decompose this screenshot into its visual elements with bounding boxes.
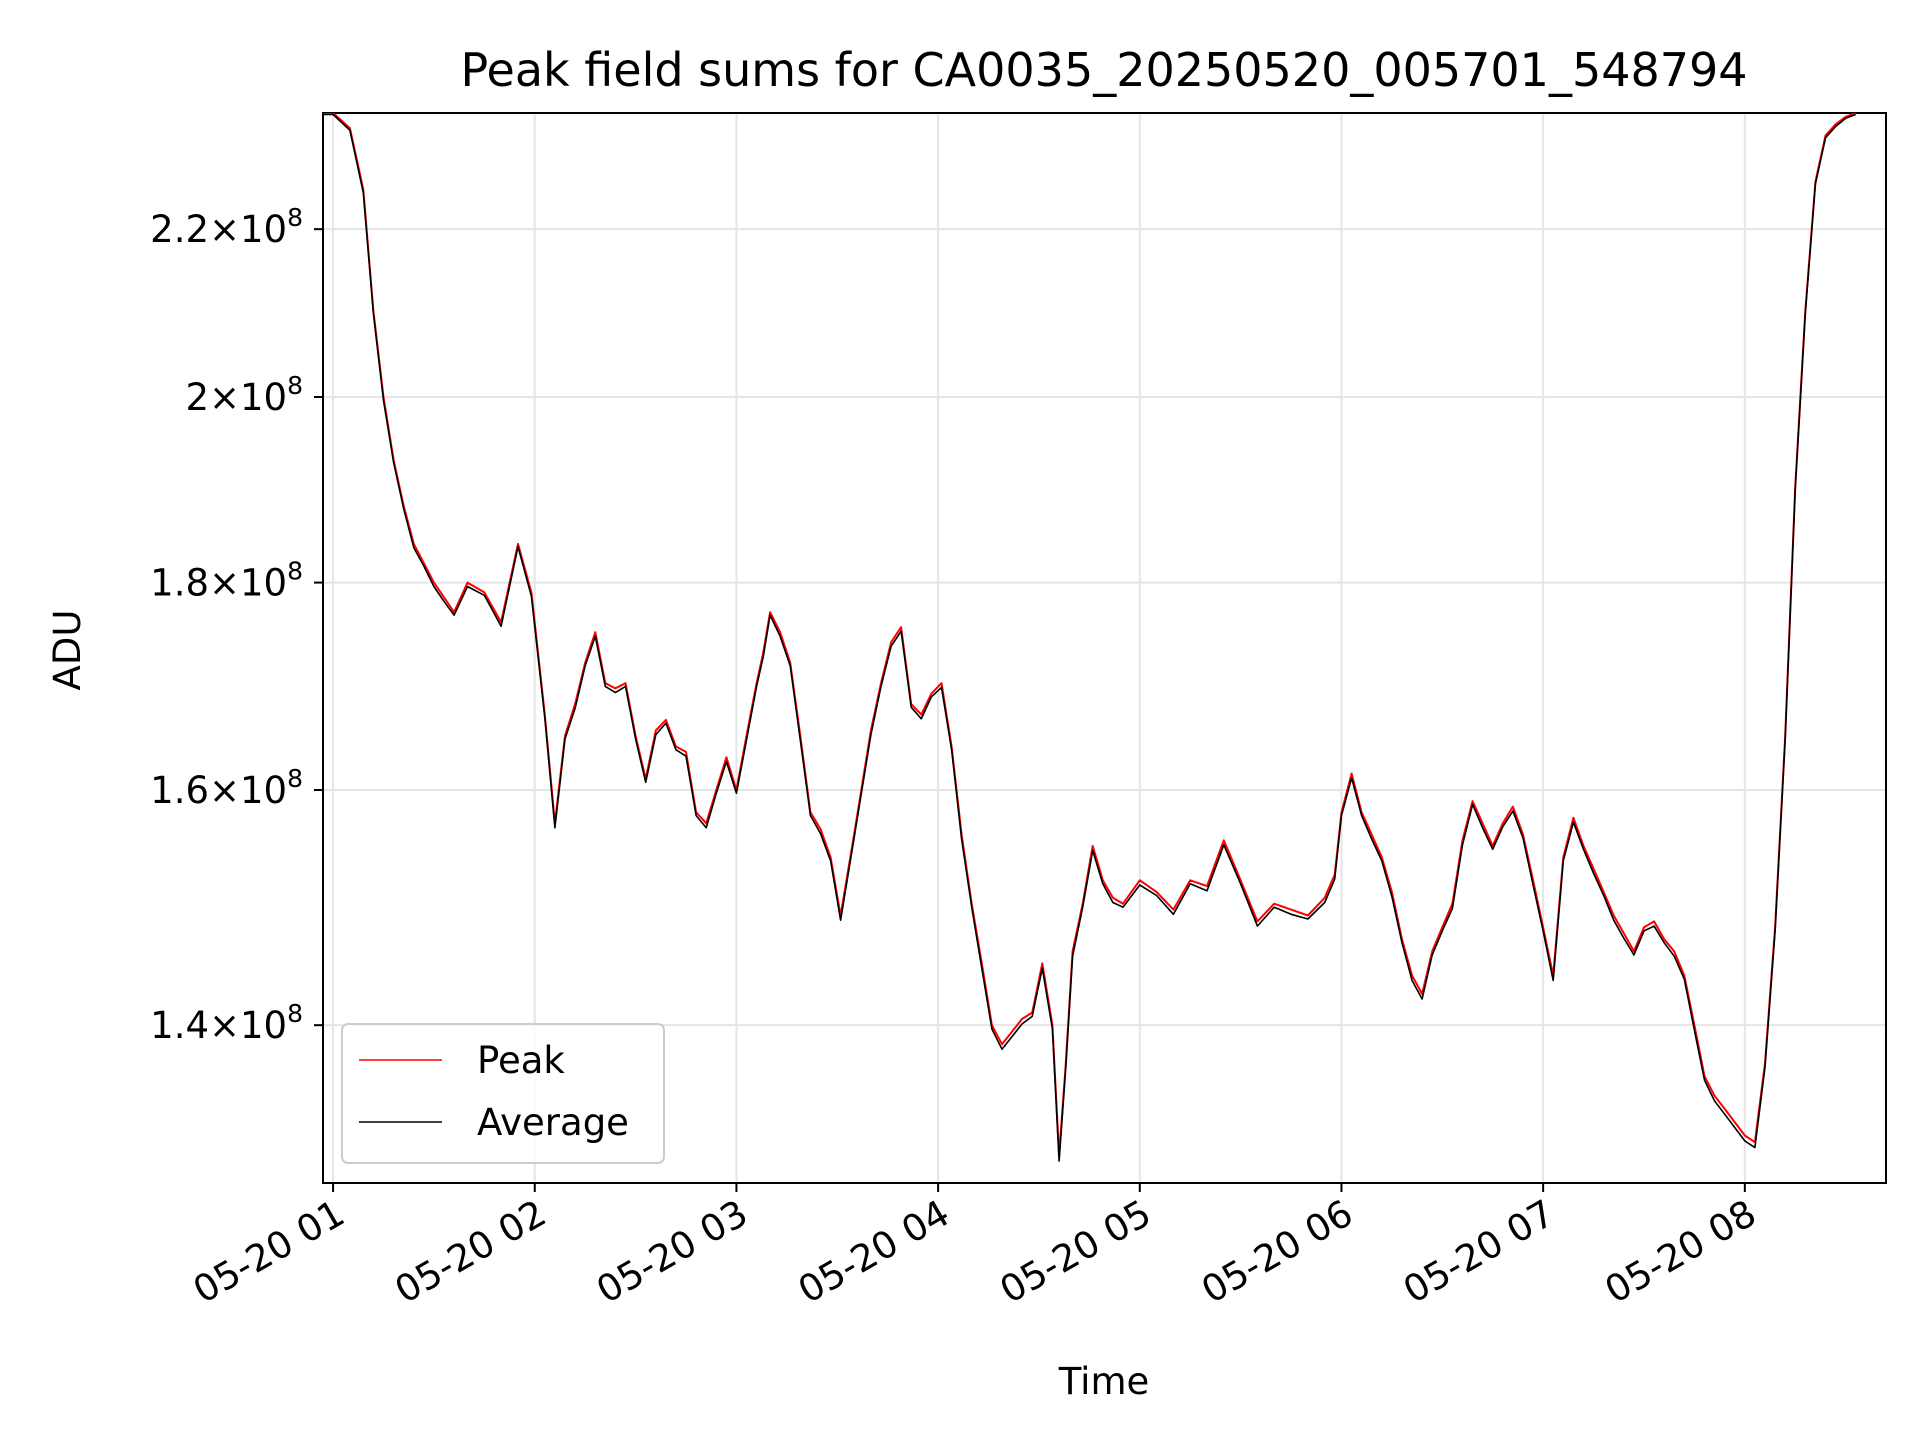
y-tick-label: 1.6×108	[150, 764, 303, 812]
legend: Peak Average	[341, 1023, 665, 1164]
y-tick-label: 2.2×108	[150, 203, 303, 251]
series-group	[323, 113, 1857, 1162]
series-line-average	[323, 113, 1856, 1162]
legend-box	[341, 1023, 665, 1164]
chart-title: Peak field sums for CA0035_20250520_0057…	[460, 43, 1747, 97]
y-axis-ticks: 1.4×108 1.6×108 1.8×108 2×108 2.2×108	[150, 203, 323, 1047]
y-tick-label: 2×108	[185, 371, 303, 419]
y-tick-label: 1.4×108	[150, 999, 303, 1047]
x-axis-label: Time	[1058, 1360, 1150, 1403]
y-axis-label: ADU	[46, 610, 89, 691]
y-tick-label: 1.8×108	[150, 557, 303, 605]
plot-frame	[322, 112, 1887, 1184]
legend-label-average: Average	[477, 1101, 629, 1144]
legend-label-peak: Peak	[477, 1039, 565, 1082]
